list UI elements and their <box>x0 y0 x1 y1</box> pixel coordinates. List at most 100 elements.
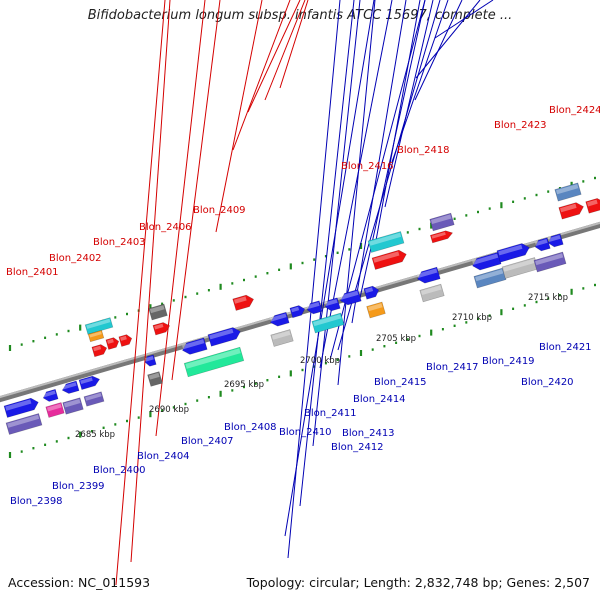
gene-2401b-gloss <box>89 331 102 338</box>
gene-2406b[interactable] <box>152 321 171 336</box>
gene-2406[interactable] <box>148 303 168 321</box>
gene-2415b[interactable] <box>366 301 386 319</box>
gene-2399b[interactable] <box>42 388 59 403</box>
label-Blon_2402[interactable]: Blon_2402 <box>49 253 102 264</box>
gene-2402[interactable] <box>91 343 108 358</box>
gene-2419b[interactable] <box>473 267 507 289</box>
gene-2423b-shape <box>558 202 584 220</box>
gene-2400b[interactable] <box>61 380 80 395</box>
gene-2401-shape <box>84 317 114 335</box>
gene-2420[interactable] <box>496 242 531 263</box>
gene-2411b[interactable] <box>306 300 323 315</box>
label-Blon_2412[interactable]: Blon_2412 <box>331 442 384 453</box>
label-Blon_2411[interactable]: Blon_2411 <box>304 408 357 419</box>
label-Blon_2409[interactable]: Blon_2409 <box>193 205 246 216</box>
gene-2399b-gloss <box>43 390 56 398</box>
gene-2411b-shape <box>306 300 323 315</box>
leader-Blon_2420 <box>284 0 375 537</box>
label-Blon_2419[interactable]: Blon_2419 <box>482 356 535 367</box>
leader-Blon_2400 <box>414 0 463 101</box>
gene-2404b[interactable] <box>147 371 163 387</box>
gene-2416b[interactable] <box>371 248 408 270</box>
gene-2418b[interactable] <box>429 229 454 244</box>
label-Blon_2400[interactable]: Blon_2400 <box>93 465 146 476</box>
leader-Blon_2409 <box>215 0 263 233</box>
gene-2398b[interactable] <box>5 413 43 435</box>
gene-2398[interactable] <box>3 396 40 418</box>
label-Blon_2413[interactable]: Blon_2413 <box>342 428 395 439</box>
gene-2410b[interactable] <box>270 329 294 347</box>
gene-2411[interactable] <box>289 304 306 319</box>
label-Blon_2401[interactable]: Blon_2401 <box>6 267 59 278</box>
gene-2417-gloss <box>417 268 438 279</box>
gene-2421b-gloss <box>535 253 564 266</box>
gene-2407[interactable] <box>181 337 208 356</box>
gene-2400-shape <box>62 397 84 415</box>
label-Blon_2407[interactable]: Blon_2407 <box>181 436 234 447</box>
gene-2403b[interactable] <box>118 334 133 347</box>
gene-2401-gloss <box>86 318 111 329</box>
gene-2421b-shape <box>533 251 567 273</box>
gene-2408-shape <box>207 327 241 347</box>
leader-Blon_2406 <box>232 0 291 151</box>
gene-2408[interactable] <box>207 326 242 347</box>
gene-2424[interactable] <box>585 197 600 214</box>
gene-2398-gloss <box>5 399 32 411</box>
gene-2420b[interactable] <box>501 257 539 279</box>
label-Blon_2417[interactable]: Blon_2417 <box>426 362 479 373</box>
gene-2414-gloss <box>339 290 359 300</box>
gene-2421c[interactable] <box>547 233 564 248</box>
gene-2414[interactable] <box>339 289 362 306</box>
label-Blon_2423[interactable]: Blon_2423 <box>494 120 547 131</box>
gene-2399[interactable] <box>45 402 65 418</box>
gene-2423b[interactable] <box>558 201 585 220</box>
label-Blon_2421[interactable]: Blon_2421 <box>539 342 592 353</box>
gene-2416[interactable] <box>367 231 405 253</box>
label-Blon_2424[interactable]: Blon_2424 <box>549 105 600 116</box>
gene-2414-shape <box>339 289 362 306</box>
gene-2407b[interactable] <box>183 346 245 378</box>
gene-2413-gloss <box>324 299 338 307</box>
gene-2417b[interactable] <box>419 283 445 303</box>
label-Blon_2418[interactable]: Blon_2418 <box>397 145 450 156</box>
gene-2409[interactable] <box>232 293 256 311</box>
label-Blon_2416[interactable]: Blon_2416 <box>341 161 394 172</box>
gene-2423[interactable] <box>554 182 582 202</box>
kbp-label: 2715 kbp <box>528 293 568 303</box>
gene-2404[interactable] <box>144 354 157 367</box>
gene-2420-shape <box>496 243 530 263</box>
gene-2399-shape <box>45 402 65 418</box>
gene-2421[interactable] <box>534 237 551 252</box>
gene-2400c[interactable] <box>78 374 101 390</box>
gene-2410[interactable] <box>269 311 290 328</box>
gene-2410b-gloss <box>271 330 291 340</box>
label-Blon_2410[interactable]: Blon_2410 <box>279 427 332 438</box>
label-Blon_2408[interactable]: Blon_2408 <box>224 422 277 433</box>
gene-2415[interactable] <box>363 285 381 300</box>
gene-2423b-gloss <box>560 203 577 213</box>
gene-2401[interactable] <box>84 317 114 335</box>
gene-2400d[interactable] <box>83 391 105 407</box>
gene-2418[interactable] <box>429 212 455 232</box>
gene-2412[interactable] <box>311 312 345 334</box>
label-Blon_2415[interactable]: Blon_2415 <box>374 377 427 388</box>
gene-2421c-gloss <box>547 235 561 243</box>
gene-2403[interactable] <box>105 337 120 350</box>
label-Blon_2403[interactable]: Blon_2403 <box>93 237 146 248</box>
gene-2423-gloss <box>556 184 579 195</box>
gene-2400c-shape <box>78 375 101 390</box>
label-Blon_2399[interactable]: Blon_2399 <box>52 481 105 492</box>
gene-2417[interactable] <box>416 266 441 285</box>
label-Blon_2406[interactable]: Blon_2406 <box>139 222 192 233</box>
gene-2416-shape <box>367 231 405 253</box>
gene-2400[interactable] <box>62 397 84 415</box>
label-Blon_2398[interactable]: Blon_2398 <box>10 496 63 507</box>
label-Blon_2404[interactable]: Blon_2404 <box>137 451 190 462</box>
gene-2413[interactable] <box>324 297 341 312</box>
gene-2401b[interactable] <box>87 329 105 343</box>
gene-2421b[interactable] <box>533 251 567 273</box>
label-Blon_2414[interactable]: Blon_2414 <box>353 394 406 405</box>
label-Blon_2420[interactable]: Blon_2420 <box>521 377 574 388</box>
gene-2418b-shape <box>429 230 454 244</box>
